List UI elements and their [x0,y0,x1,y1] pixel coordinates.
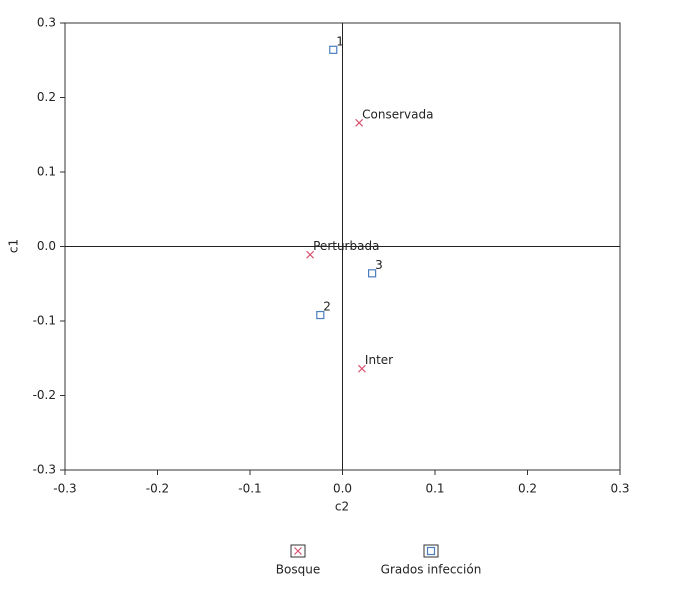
legend-box [423,544,439,558]
point [329,45,338,54]
y-tick-label: -0.1 [33,314,56,328]
point-label: Perturbada [313,239,379,253]
legend-marker [426,546,436,556]
y-tick-label: 0.3 [37,16,56,30]
y-tick-label: 0.2 [37,90,56,104]
x-tick-label: -0.1 [238,482,261,496]
y-tick-label: 0.0 [37,239,56,253]
point-label: 2 [323,300,331,314]
point [355,118,364,127]
y-tick-label: -0.3 [33,463,56,477]
x-tick-label: 0.2 [518,482,537,496]
x-axis-title: c2 [335,500,349,514]
x-tick-label: 0.1 [425,482,444,496]
legend-marker [294,547,302,555]
x-tick-label: 0.3 [610,482,629,496]
y-axis-title: c1 [7,239,21,253]
point-label: 3 [375,258,383,272]
point [306,250,315,259]
point [358,364,366,373]
point [316,310,325,320]
y-tick-label: 0.1 [37,165,56,179]
point-label: Inter [365,353,393,367]
y-tick-label: -0.2 [33,388,56,402]
point [368,269,377,278]
legend-box [290,544,306,558]
legend-label: Bosque [276,563,320,577]
x-tick-label: -0.3 [53,482,76,496]
legend-label: Grados infección [381,563,482,577]
x-tick-label: -0.2 [146,482,169,496]
x-tick-label: 0.0 [333,482,352,496]
point-label: 1 [336,34,344,48]
point-label: Conservada [362,107,433,121]
